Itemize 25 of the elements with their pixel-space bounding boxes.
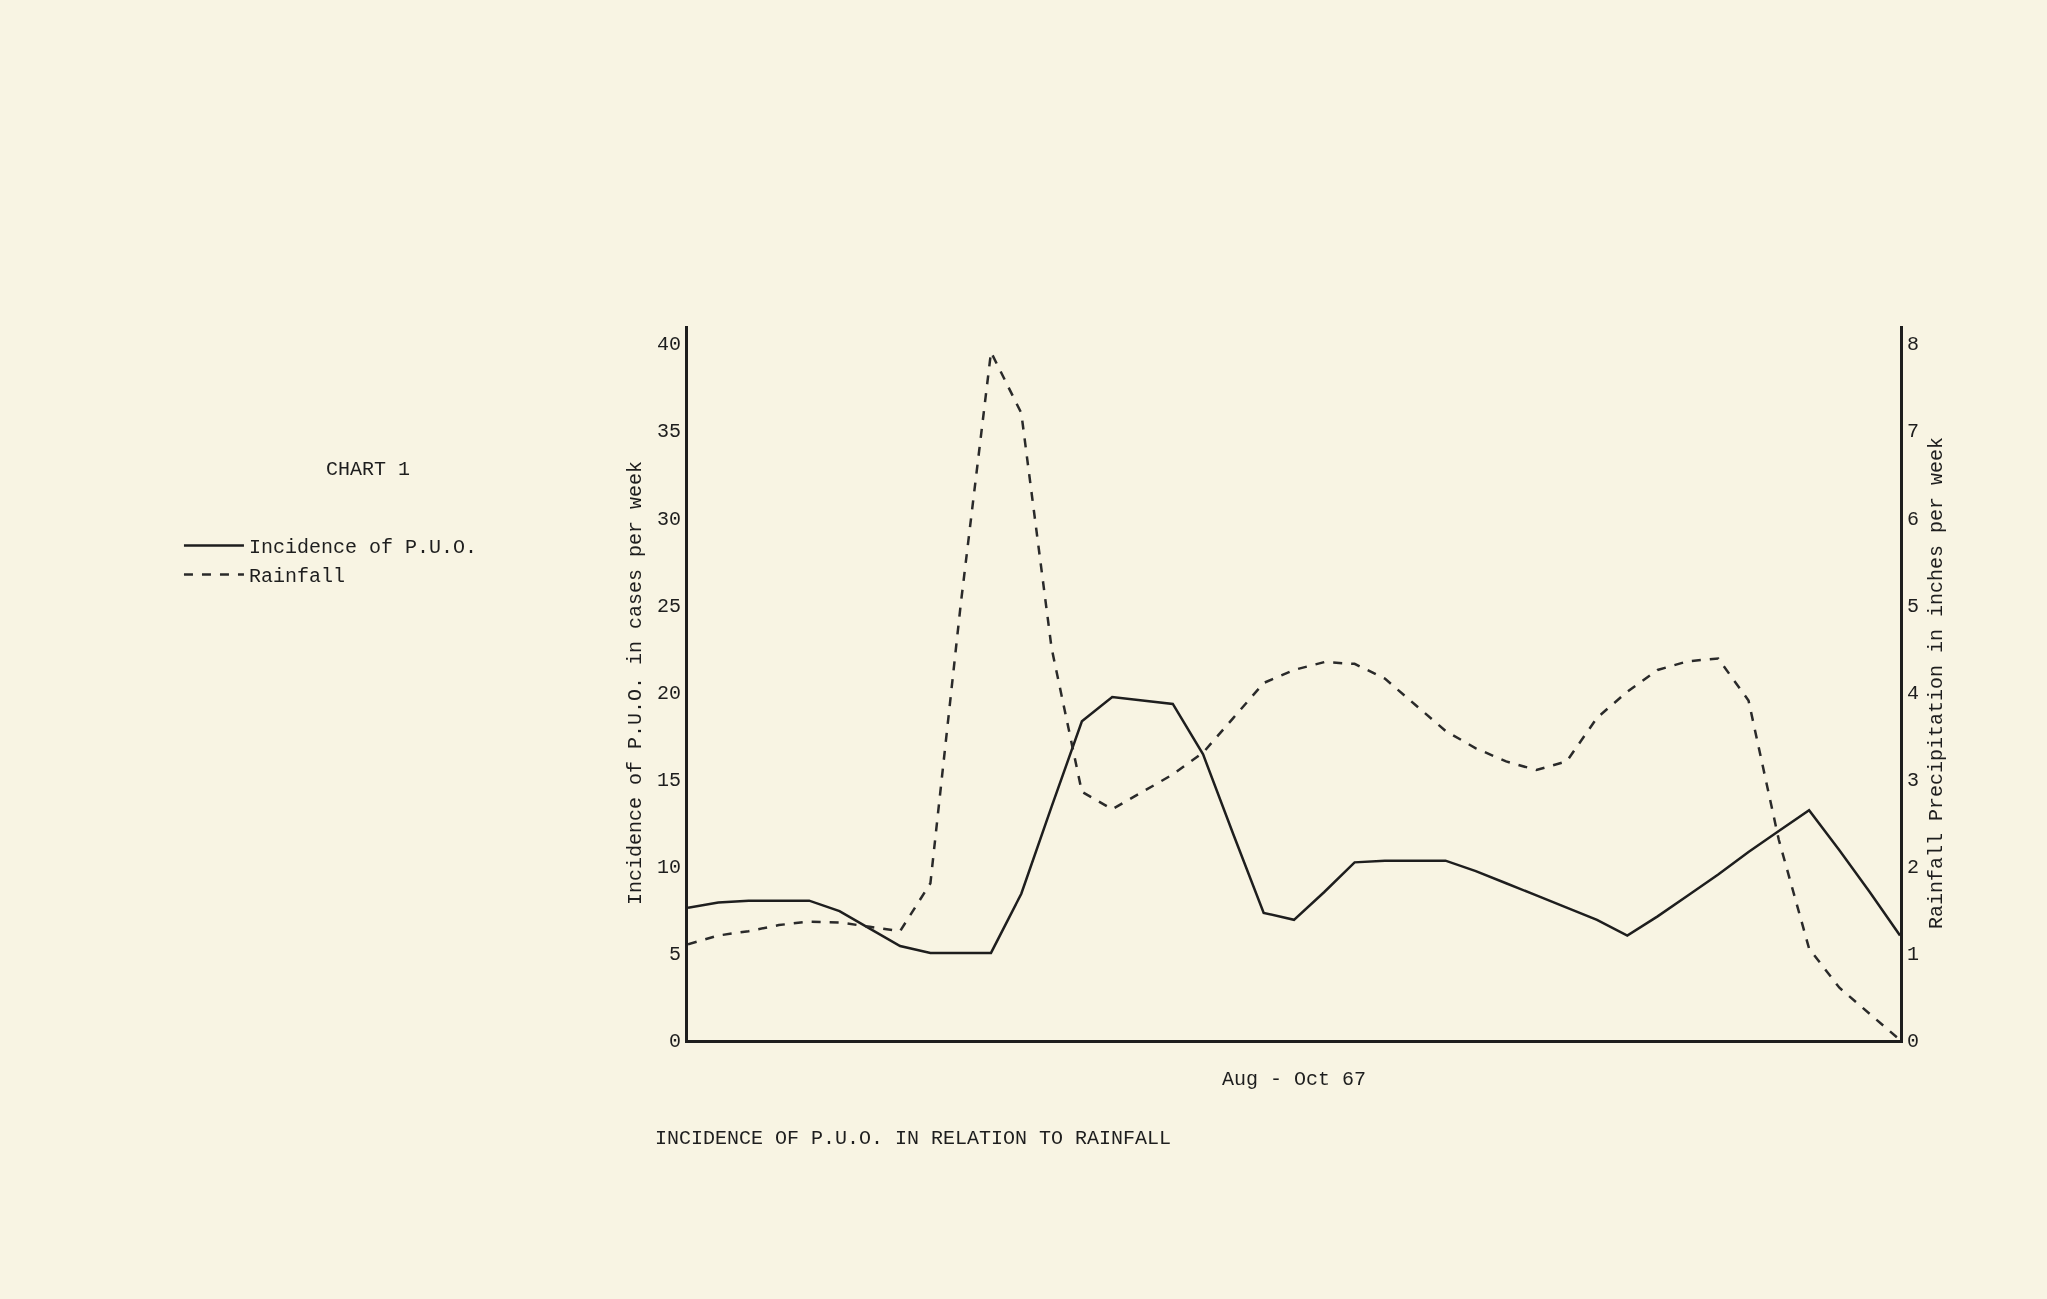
x-axis-title: Aug - Oct 67 xyxy=(1221,1067,1367,1091)
y-tick-label: 5 xyxy=(668,942,681,966)
legend-label: Incidence of P.U.O. xyxy=(248,536,478,560)
y-tick-label: 25 xyxy=(656,594,681,618)
y2-axis-title: Rainfall Precipitation in inches per week xyxy=(1924,436,1948,930)
y-axis-title: Incidence of P.U.O. in cases per week xyxy=(624,460,648,906)
y2-tick-label: 1 xyxy=(1907,942,1920,966)
text: INCIDENCE OF P.U.O. IN RELATION TO RAINFALL xyxy=(655,1126,1172,1150)
y-tick-label: 0 xyxy=(668,1030,681,1053)
y2-tick-label: 0 xyxy=(1907,1030,1920,1053)
y2-tick-label: 8 xyxy=(1907,333,1920,357)
legend-label: Rainfall xyxy=(248,565,345,589)
text: CHART 1 xyxy=(326,458,411,481)
y-tick-label: 15 xyxy=(656,768,681,792)
y-tick-label: 10 xyxy=(656,855,681,879)
y2-tick-label: 7 xyxy=(1907,420,1920,444)
y-tick-label: 20 xyxy=(656,681,681,705)
y2-tick-label: 3 xyxy=(1907,768,1920,792)
y2-tick-label: 2 xyxy=(1907,855,1920,879)
y2-tick-label: 4 xyxy=(1907,681,1920,705)
y2-tick-label: 5 xyxy=(1907,594,1920,618)
y-tick-label: 30 xyxy=(656,507,681,531)
y-tick-label: 40 xyxy=(656,333,681,357)
y2-tick-label: 6 xyxy=(1907,507,1920,531)
y-tick-label: 35 xyxy=(656,420,681,444)
